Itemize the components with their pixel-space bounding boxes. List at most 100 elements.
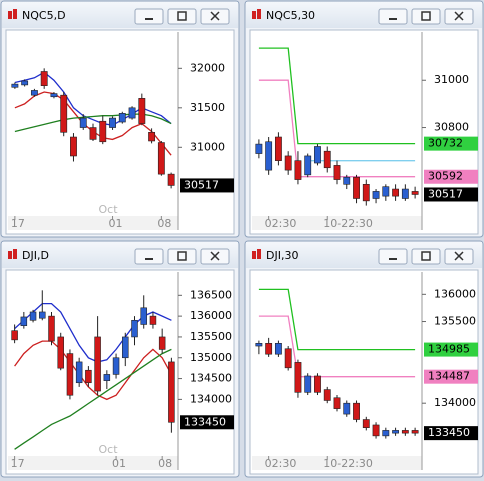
window-icon: [252, 251, 256, 259]
candle-body: [21, 80, 29, 86]
price-tag-label: 133450: [428, 426, 470, 439]
maximize-button[interactable]: [411, 248, 441, 265]
candle-body: [40, 71, 48, 86]
candle-body: [149, 315, 157, 325]
candle-body: [128, 107, 136, 119]
candle-body: [284, 348, 292, 369]
window-icon: [257, 9, 261, 19]
candle-body: [79, 117, 87, 128]
x-tick-label: 17: [11, 217, 25, 230]
x-tick-label: 01: [112, 457, 126, 470]
button-glyph: [210, 251, 220, 261]
price-tag: [424, 136, 478, 151]
candle-body: [89, 127, 97, 140]
price-tag-label: 30517: [428, 187, 463, 200]
candle-body: [48, 315, 55, 342]
price-tag: [424, 187, 478, 202]
candle-body: [60, 94, 68, 133]
button-glyph: [177, 11, 187, 21]
y-tick-label: 135500: [190, 330, 232, 343]
window-icon: [8, 251, 12, 259]
candle-body: [323, 389, 331, 401]
candle-body: [167, 173, 175, 186]
candle-body: [343, 402, 351, 415]
candle-body: [112, 357, 120, 375]
button-glyph: [454, 11, 464, 21]
title-bar: [2, 242, 238, 268]
candle-body: [304, 375, 312, 393]
price-tag: [424, 426, 478, 441]
window-icon: [13, 249, 17, 259]
candle-body: [372, 191, 380, 199]
price-tag-label: 30592: [428, 170, 463, 183]
candle-body: [392, 430, 400, 434]
window-icon: [13, 9, 17, 19]
minimize-button[interactable]: [134, 248, 164, 265]
candle-body: [314, 375, 321, 393]
x-tick-label: 08: [157, 217, 171, 230]
candle-body: [382, 430, 390, 437]
candle-body: [57, 336, 64, 369]
candle-body: [138, 98, 146, 124]
candle-body: [168, 361, 175, 423]
x-tick-label: 02:30: [265, 217, 297, 230]
candle-body: [323, 150, 331, 169]
indicator-line: [258, 47, 416, 145]
candle-body: [131, 319, 138, 338]
candle-body: [99, 120, 107, 143]
minimize-button[interactable]: [378, 248, 408, 265]
candle-body: [333, 397, 341, 409]
maximize-button[interactable]: [167, 8, 197, 25]
window-title: NQC5,30: [266, 9, 315, 22]
title-bar: [246, 242, 482, 268]
indicator-line: [258, 288, 416, 351]
x-tick-label: 10-22:30: [323, 217, 373, 230]
price-tag: [424, 342, 478, 357]
candle-body: [158, 336, 166, 350]
candle-body: [353, 176, 360, 199]
window-title: DJI,D: [22, 249, 49, 262]
window-icon: [257, 249, 261, 259]
x-tick-label: 01: [109, 217, 123, 230]
x-tick-label: 08: [158, 457, 172, 470]
candle-body: [30, 90, 38, 96]
chart-window: DJI,30 136000 135500 134000 02:30 10-22:30 134…: [244, 240, 484, 478]
candle-body: [411, 430, 419, 434]
maximize-button[interactable]: [167, 248, 197, 265]
candle-body: [140, 307, 147, 325]
maximize-button[interactable]: [411, 8, 441, 25]
candle-body: [401, 430, 409, 434]
candle-body: [304, 155, 312, 176]
price-tag-label: 134985: [428, 343, 470, 356]
x-tick-label: 02:30: [265, 457, 297, 470]
candle-body: [157, 142, 165, 175]
candle-body: [343, 176, 351, 185]
y-tick-label: 134500: [190, 372, 232, 385]
candle-body: [29, 311, 37, 321]
x-axis-strip: [8, 456, 178, 470]
candle-body: [94, 336, 101, 392]
y-tick-label: 136000: [190, 309, 232, 322]
candle-body: [255, 143, 263, 154]
y-tick-label: 134000: [190, 392, 232, 405]
candle-body: [382, 186, 390, 197]
month-watermark: Oct: [98, 203, 118, 216]
candle-body: [265, 141, 273, 171]
button-glyph: [454, 251, 464, 261]
indicator-line: [258, 315, 416, 378]
candle-body: [401, 188, 409, 199]
candle-body: [353, 402, 360, 420]
y-tick-label: 30800: [434, 121, 469, 134]
y-tick-label: 31500: [190, 101, 225, 114]
minimize-button[interactable]: [134, 8, 164, 25]
candle-body: [11, 330, 18, 341]
candle-body: [294, 362, 302, 393]
candle-body: [20, 316, 28, 327]
y-tick-label: 31000: [434, 73, 469, 86]
price-tag: [424, 169, 478, 184]
minimize-button[interactable]: [378, 8, 408, 25]
candle-body: [372, 424, 380, 437]
price-tag: [180, 178, 234, 193]
candle-body: [70, 136, 77, 157]
